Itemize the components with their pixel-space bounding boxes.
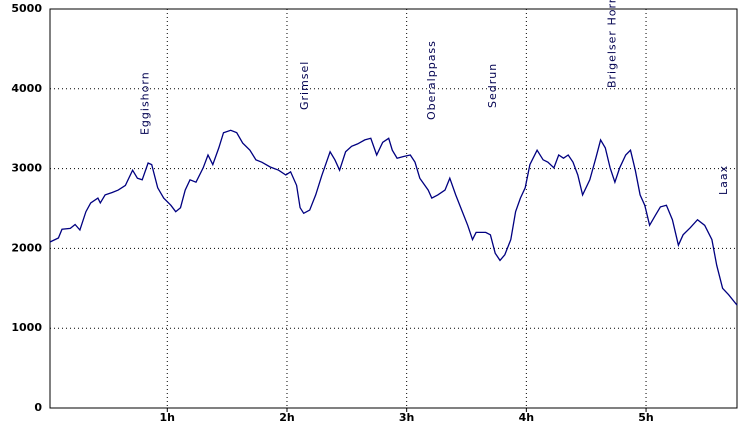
x-tick-label: 5h (638, 411, 654, 424)
annotation: Grimsel (298, 61, 311, 110)
y-tick-label: 0 (34, 401, 42, 414)
annotation: Laax (717, 165, 730, 195)
y-tick-label: 4000 (11, 82, 42, 95)
y-tick-label: 2000 (11, 241, 42, 254)
annotation: Oberalppass (425, 40, 438, 120)
x-tick-label: 2h (279, 411, 295, 424)
elevation-line (49, 129, 738, 306)
y-tick-label: 3000 (11, 162, 42, 175)
y-tick-label: 1000 (11, 321, 42, 334)
annotation: Sedrun (486, 63, 499, 108)
plot-frame (49, 8, 738, 409)
annotation: Eggishorn (139, 71, 152, 135)
annotation: Brigelser Horne (606, 0, 619, 88)
x-tick-label: 1h (160, 411, 176, 424)
y-tick-label: 5000 (11, 2, 42, 15)
x-tick-label: 3h (399, 411, 415, 424)
x-tick-label: 4h (519, 411, 535, 424)
